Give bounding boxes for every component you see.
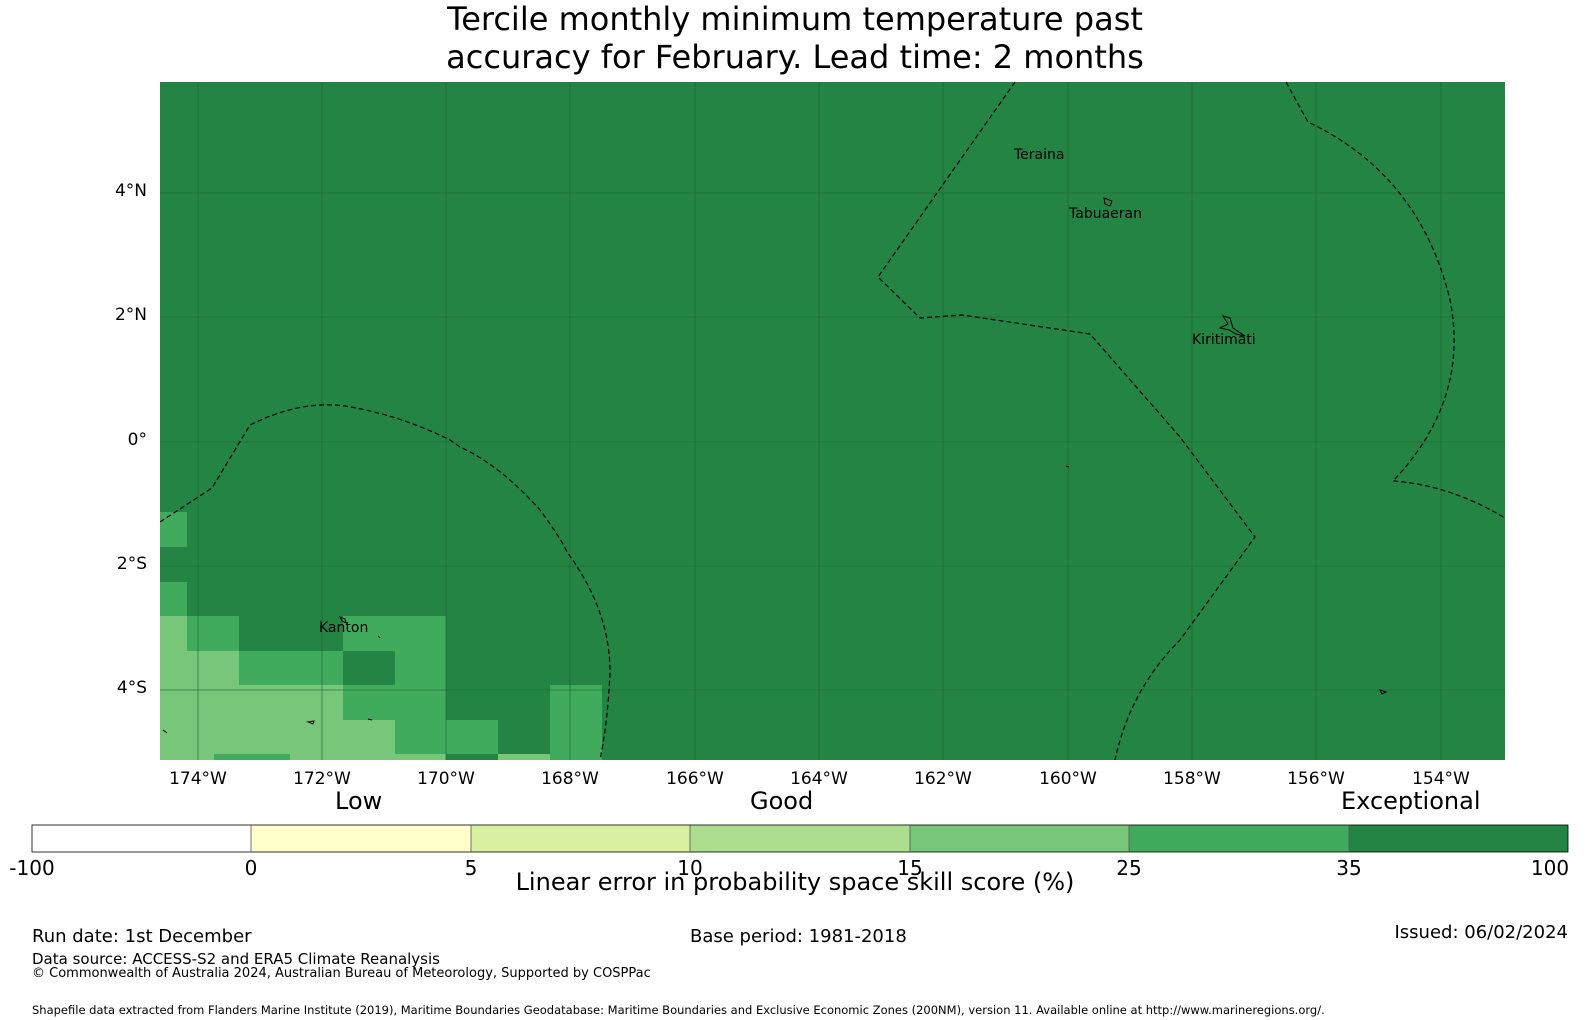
island-small-1 [306, 720, 315, 725]
lon-label-174w: 174°W [169, 769, 227, 789]
colorbar-title: Linear error in probability space skill … [515, 868, 1075, 896]
colorbar-segment-6 [1129, 825, 1349, 852]
colorbar-frame [31, 824, 1569, 853]
skill-cell [395, 754, 446, 760]
island-small-5 [1065, 465, 1070, 468]
lon-label-172w: 172°W [293, 769, 351, 789]
skill-cell [160, 512, 187, 547]
island-small-2 [367, 718, 373, 721]
colorbar-tick: 5 [464, 856, 478, 880]
skill-cell [343, 685, 446, 720]
issued-date: Issued: 06/02/2024 [1394, 922, 1568, 943]
colorbar-tick: 100 [1530, 856, 1570, 880]
colorbar-segment-1 [32, 825, 251, 852]
colorbar-segment-5 [910, 825, 1129, 852]
title-line-1: Tercile monthly minimum temperature past [447, 0, 1143, 38]
gridlines [160, 82, 1505, 760]
colorbar [31, 824, 1569, 853]
colorbar-tick: 15 [897, 856, 923, 880]
lon-label-158w: 158°W [1163, 769, 1221, 789]
skill-cell [239, 685, 343, 760]
island-kanton [338, 616, 347, 624]
colorbar-segment-4 [690, 825, 910, 852]
lon-label-156w: 156°W [1287, 769, 1345, 789]
island-tabuaeran [1103, 197, 1113, 207]
eez-boundaries [159, 81, 1506, 761]
title-line-2: accuracy for February. Lead time: 2 mont… [446, 38, 1144, 76]
data-source: Data source: ACCESS-S2 and ERA5 Climate … [32, 950, 440, 968]
skill-patches [160, 512, 602, 760]
island-small-4 [1379, 689, 1388, 695]
base-period: Base period: 1981-2018 [690, 926, 907, 947]
colorbar-tick: -100 [9, 856, 55, 880]
island-small-6 [377, 635, 381, 639]
colorbar-segment-2 [251, 825, 471, 852]
colorbar-tick: 25 [1116, 856, 1142, 880]
colorbar-tick: 35 [1336, 856, 1362, 880]
place-label-kanton: Kanton [319, 620, 369, 636]
lat-label-4n: 4°N [114, 181, 147, 201]
skill-cell [187, 616, 239, 651]
lon-label-154w: 154°W [1412, 769, 1470, 789]
lon-label-168w: 168°W [541, 769, 599, 789]
shapefile-credit: Shapefile data extracted from Flanders M… [32, 1003, 1325, 1017]
lat-label-2s: 2°S [116, 554, 147, 574]
colorbar-tick: 10 [677, 856, 703, 880]
place-label-tabuaeran: Tabuaeran [1069, 206, 1142, 222]
place-label-kiritimati: Kiritimati [1192, 332, 1256, 348]
skill-cell [187, 651, 239, 760]
skill-cell [395, 651, 446, 685]
chart-title: Tercile monthly minimum temperature past… [0, 0, 1590, 76]
skill-cell [395, 720, 498, 754]
skill-cell [214, 754, 290, 760]
lon-label-170w: 170°W [417, 769, 475, 789]
skill-cell [498, 754, 550, 760]
place-label-teraina: Teraina [1014, 147, 1065, 163]
category-label-low: Low [335, 787, 383, 815]
lat-label-2n: 2°N [114, 305, 147, 325]
lon-label-166w: 166°W [666, 769, 724, 789]
run-date: Run date: 1st December [32, 926, 252, 947]
lat-label-4s: 4°S [116, 678, 147, 698]
lon-label-164w: 164°W [790, 769, 848, 789]
lon-label-162w: 162°W [914, 769, 972, 789]
skill-cell [343, 720, 395, 760]
island-small-3 [162, 729, 168, 734]
colorbar-segment-3 [471, 825, 690, 852]
skill-cell [160, 582, 187, 617]
eez-boundary-line-islands [877, 81, 1256, 761]
skill-cell [239, 651, 343, 685]
lon-label-160w: 160°W [1039, 769, 1097, 789]
copyright: © Commonwealth of Australia 2024, Austra… [32, 966, 651, 981]
islands [162, 197, 1388, 734]
colorbar-dividers [250, 825, 1350, 852]
colorbar-segment-7 [1349, 825, 1568, 852]
colorbar-tick: 0 [244, 856, 258, 880]
skill-cell [160, 616, 187, 760]
category-label-exceptional: Exceptional [1341, 787, 1481, 815]
map-area [160, 82, 1505, 760]
skill-cell [343, 616, 446, 651]
lat-label-0: 0° [127, 430, 147, 450]
eez-boundary-phoenix [159, 404, 611, 761]
skill-cell [550, 685, 602, 760]
category-label-good: Good [750, 787, 814, 815]
island-kiritimati [1218, 315, 1246, 337]
eez-boundary-kiritimati [1285, 81, 1506, 519]
